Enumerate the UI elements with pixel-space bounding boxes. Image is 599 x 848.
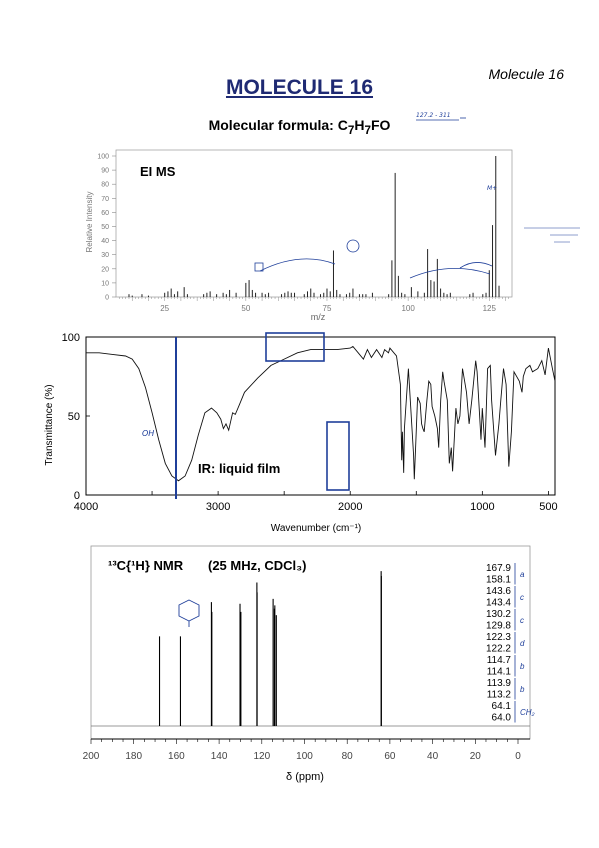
nmr-xtick-label: 160 <box>168 751 185 762</box>
ms-ytick-label: 40 <box>101 238 109 245</box>
nmr-peak-label: 122.2 <box>486 644 511 655</box>
ms-xtick-label: 50 <box>241 304 250 313</box>
nmr-xtick-label: 100 <box>296 751 313 762</box>
nmr-peak-label: 143.4 <box>486 598 511 609</box>
nmr-assignment-label: c <box>520 593 524 602</box>
ms-ytick-label: 10 <box>101 280 109 287</box>
ir-spectrum-line <box>86 345 556 482</box>
nmr-peak-label: 64.1 <box>492 701 512 712</box>
svg-text:(25 MHz, CDCl₃): (25 MHz, CDCl₃) <box>208 558 306 573</box>
formula-note-line <box>416 117 466 121</box>
ir-ytick-label: 0 <box>74 490 80 502</box>
ms-handwritten-notes <box>254 239 493 279</box>
nmr-xlabel: δ (ppm) <box>286 771 324 783</box>
formula-note: 127.2 - 311 <box>416 112 451 119</box>
molecule-label: Molecule 16 <box>488 66 565 82</box>
ms-bars <box>128 156 500 297</box>
nmr-peak-label: 167.9 <box>486 563 511 574</box>
nmr-frame <box>90 545 531 740</box>
ms-ytick-label: 80 <box>101 182 109 189</box>
nmr-assignment-label: d <box>520 639 525 648</box>
nmr-xtick-label: 20 <box>470 751 482 762</box>
ir-ytick-label: 100 <box>62 332 80 344</box>
nmr-xtick-label: 0 <box>515 751 521 762</box>
ir-xtick-label: 1000 <box>470 501 494 513</box>
nmr-chart: ¹³C{¹H} NMR (25 MHz, CDCl₃) 200 180 160 140… <box>83 545 535 783</box>
ms-ytick-label: 0 <box>105 295 109 302</box>
nmr-title: ¹³C{¹H} NMR (25 MHz, CDCl₃) <box>108 558 306 573</box>
ms-ytick-label: 100 <box>97 154 109 161</box>
molecular-formula: Molecular formula: C7H7FO <box>208 117 391 137</box>
ir-xtick-label: 2000 <box>338 501 362 513</box>
ir-xlabel: Wavenumber (cm⁻¹) <box>271 523 361 534</box>
nmr-assignments: a c c d b b CH₂ <box>514 563 535 723</box>
nmr-peak-label: 113.2 <box>487 690 512 701</box>
svg-text:Relative Intensity: Relative Intensity <box>85 192 94 253</box>
nmr-peak-label: 114.7 <box>487 655 512 666</box>
nmr-xtick-label: 180 <box>125 751 142 762</box>
ms-ytick-label: 60 <box>101 210 109 217</box>
nmr-assignment-label: a <box>520 570 525 579</box>
nmr-xtick-label: 200 <box>83 751 100 762</box>
nmr-peak-label: 129.8 <box>486 621 511 632</box>
ms-chart: Relative Intensity EI MS m/z 0 10 20 30 40 50… <box>85 149 513 322</box>
nmr-assignment-label: b <box>520 685 525 694</box>
nmr-axes: 200 180 160 140 120 100 80 60 40 20 0 <box>83 725 530 762</box>
ir-ytick-label: 50 <box>68 411 80 423</box>
nmr-peak-label: 158.1 <box>486 575 511 586</box>
page-title: MOLECULE 16 <box>225 76 374 99</box>
ir-axes: 0 50 100 4000 3000 2000 1000 500 <box>62 332 558 513</box>
nmr-peak-label: 130.2 <box>486 609 511 620</box>
ms-ytick-label: 50 <box>101 224 109 231</box>
ms-xlabel: m/z <box>311 312 326 322</box>
nmr-assignment-label: b <box>520 662 525 671</box>
ir-annotation-oh: OH <box>142 429 154 438</box>
nmr-peak-list: 167.9158.1143.6143.4130.2129.8122.3122.2… <box>486 563 511 724</box>
nmr-peak-label: 143.6 <box>486 586 511 597</box>
ir-ylabel: Transmittance (%) <box>44 384 55 465</box>
ir-overtone-box <box>265 332 325 362</box>
ms-ylabel: Relative Intensity <box>85 192 94 253</box>
ir-xtick-label: 4000 <box>74 501 98 513</box>
ir-chart: 0 50 100 4000 3000 2000 1000 500 IR: liquid fil… <box>44 332 558 534</box>
ms-annotation-m: M+ <box>487 185 497 192</box>
benzene-sketch-icon <box>178 599 200 627</box>
nmr-peak-label: 113.9 <box>487 678 512 689</box>
nmr-xtick-label: 60 <box>384 751 396 762</box>
nmr-xtick-label: 80 <box>342 751 354 762</box>
ms-ytick-label: 90 <box>101 168 109 175</box>
ir-xtick-label: 500 <box>539 501 557 513</box>
ms-xtick-label: 25 <box>160 304 169 313</box>
ir-xtick-label: 3000 <box>206 501 230 513</box>
nmr-peak-label: 114.1 <box>487 667 512 678</box>
nmr-assignment-label: c <box>520 616 524 625</box>
nmr-assignment-label: CH₂ <box>520 708 535 717</box>
nmr-peak-label: 122.3 <box>486 632 511 643</box>
ir-aromatic-box <box>326 421 350 491</box>
svg-text:¹³C{¹H} NMR: ¹³C{¹H} NMR <box>108 558 184 573</box>
nmr-xtick-label: 140 <box>211 751 228 762</box>
ms-ytick-label: 20 <box>101 266 109 273</box>
ms-ytick-label: 70 <box>101 196 109 203</box>
ms-xtick-label: 75 <box>323 304 332 313</box>
ms-xtick-label: 100 <box>401 304 415 313</box>
ms-ytick-label: 30 <box>101 252 109 259</box>
ms-title: EI MS <box>140 164 176 179</box>
ms-xtick-label: 125 <box>483 304 497 313</box>
nmr-peaks <box>158 571 382 726</box>
ms-side-notes <box>524 227 580 243</box>
nmr-peak-label: 64.0 <box>492 713 512 724</box>
nmr-xtick-label: 40 <box>427 751 439 762</box>
ir-title: IR: liquid film <box>198 461 280 476</box>
nmr-xtick-label: 120 <box>253 751 270 762</box>
